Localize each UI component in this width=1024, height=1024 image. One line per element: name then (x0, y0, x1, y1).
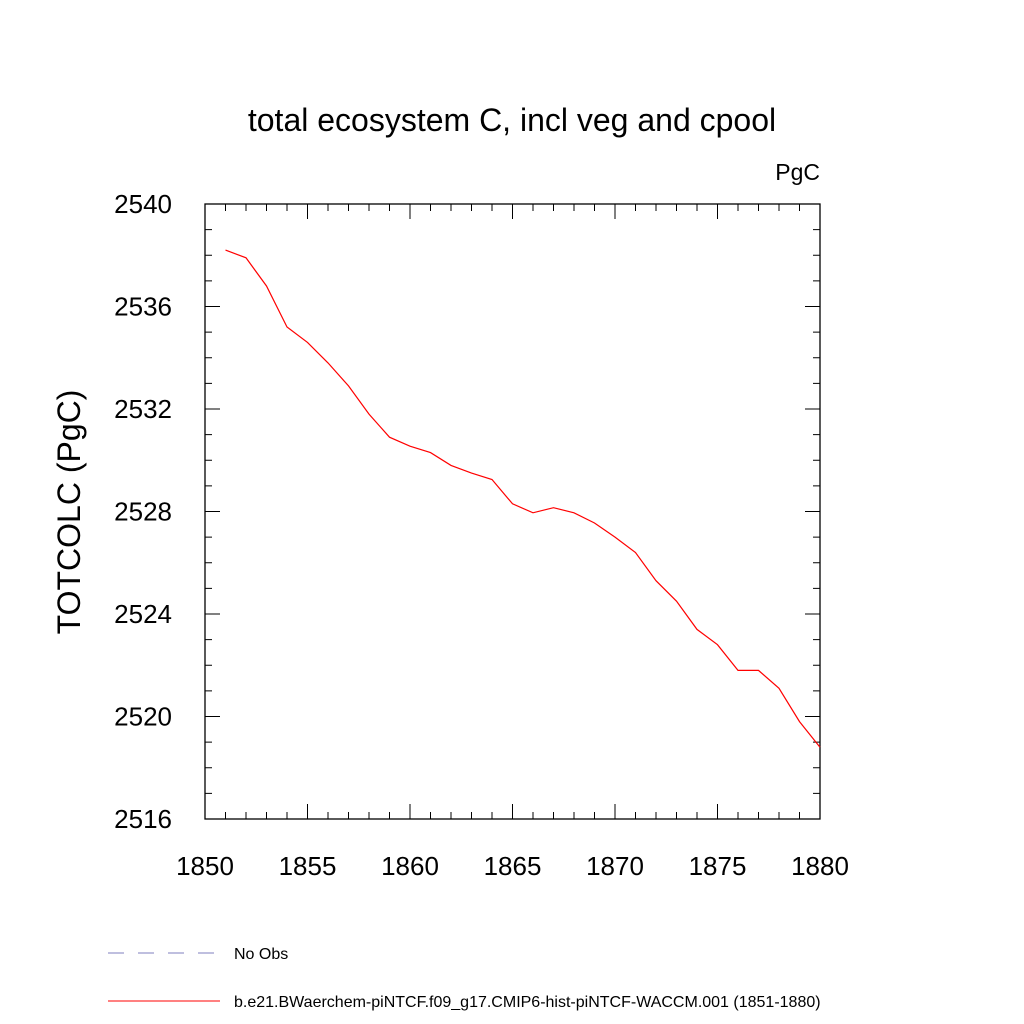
x-tick-label: 1860 (381, 851, 439, 881)
y-tick-label: 2532 (114, 394, 172, 424)
chart-title: total ecosystem C, incl veg and cpool (248, 102, 776, 138)
series-layer (225, 249, 821, 748)
units-label: PgC (775, 159, 820, 185)
x-tick-label: 1875 (689, 851, 747, 881)
x-tick-label: 1855 (279, 851, 337, 881)
y-tick-label: 2524 (114, 599, 172, 629)
x-tick-label: 1870 (586, 851, 644, 881)
axes: 1850 1855 1860 1865 1870 1875 1880 2516 2520 2524… (114, 189, 849, 881)
series-line (225, 249, 821, 748)
y-axis-label: TOTCOLC (PgC) (51, 390, 87, 635)
legend-label: No Obs (234, 946, 288, 963)
y-tick-label: 2540 (114, 189, 172, 219)
x-tick-label: 1880 (791, 851, 849, 881)
y-tick-label: 2528 (114, 497, 172, 527)
x-tick-label: 1865 (484, 851, 542, 881)
plot-frame (204, 203, 821, 820)
legend-label: b.e21.BWaerchem-piNTCF.f09_g17.CMIP6-his… (234, 994, 821, 1011)
y-tick-label: 2516 (114, 804, 172, 834)
y-tick-label: 2520 (114, 702, 172, 732)
legend: No Obs b.e21.BWaerchem-piNTCF.f09_g17.CMI… (108, 946, 821, 1011)
y-tick-label: 2536 (114, 292, 172, 322)
x-tick-label: 1850 (176, 851, 234, 881)
